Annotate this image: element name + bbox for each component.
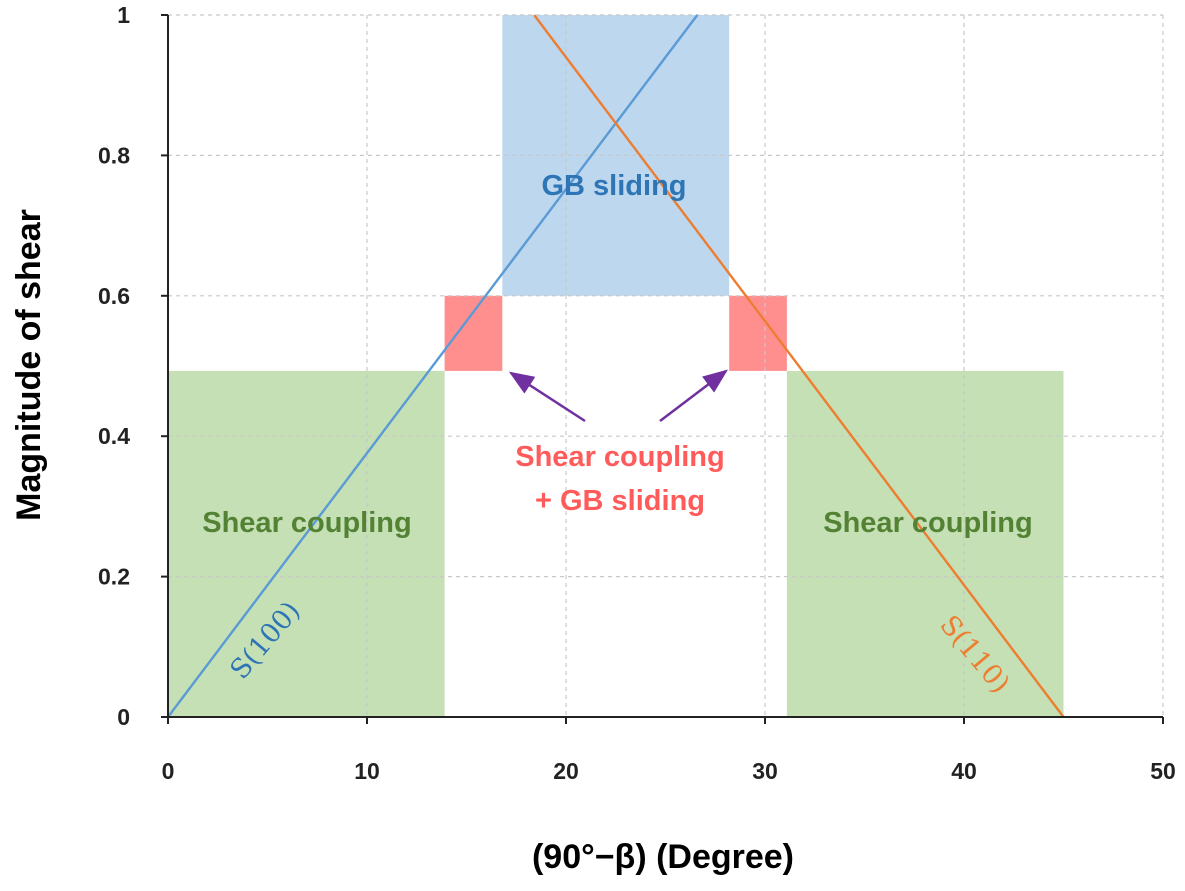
series-line-0	[167, 14, 699, 718]
y-tick-label-0: 0	[117, 704, 130, 730]
x-axis-title: (90°−β) (Degree)	[532, 838, 794, 876]
y-tick-label-3: 0.6	[98, 283, 130, 309]
region-3	[444, 295, 503, 371]
region-label-1: Shear coupling	[823, 507, 1032, 539]
region-1	[786, 370, 1064, 717]
x-tick-label-5: 50	[1150, 758, 1176, 784]
x-tick-label-0: 0	[162, 758, 175, 784]
region-label-0: Shear coupling	[202, 507, 411, 539]
region-label-2: GB sliding	[542, 170, 687, 202]
region-4	[729, 295, 787, 371]
y-tick-label-2: 0.4	[98, 423, 130, 449]
series-line-1	[533, 14, 1065, 718]
annotation-line-0-1: + GB sliding	[535, 485, 705, 517]
y-tick-label-4: 0.8	[98, 142, 130, 168]
y-tick-label-5: 1	[117, 2, 130, 28]
annotation-arrow-left	[508, 371, 586, 423]
x-tick-label-4: 40	[951, 758, 977, 784]
annotation-line-0-0: Shear coupling	[515, 441, 724, 473]
x-tick-label-2: 20	[553, 758, 579, 784]
x-tick-label-1: 10	[354, 758, 380, 784]
y-axis-title: Magnitude of shear	[10, 209, 48, 521]
annotation-arrow-right	[659, 369, 728, 422]
y-tick-label-1: 0.2	[98, 564, 130, 590]
x-tick-label-3: 30	[752, 758, 778, 784]
region-0	[168, 370, 445, 717]
